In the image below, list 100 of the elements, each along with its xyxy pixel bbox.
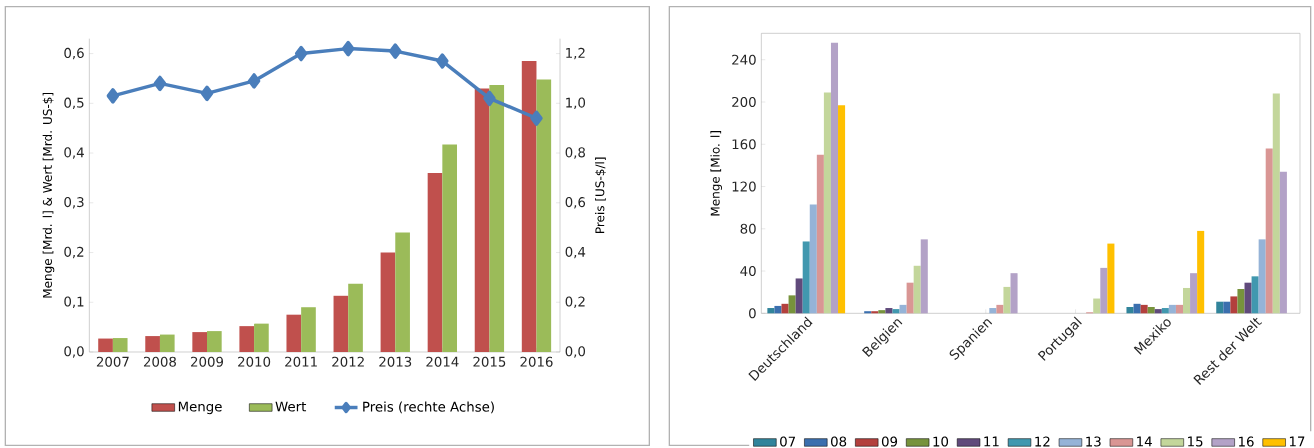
bar (1140, 304, 1148, 314)
bar (254, 323, 269, 352)
y2-axis-title: Preis [US-$/l] (595, 157, 606, 233)
legend-label: 09 (881, 436, 898, 447)
y-tick-label: 160 (732, 139, 756, 150)
bar (795, 278, 803, 314)
legend-label: 16 (1239, 436, 1254, 447)
y2-tick-label: 0,6 (565, 197, 586, 209)
legend-label: Preis (rechte Achse) (363, 401, 494, 414)
bar (1107, 243, 1115, 314)
point (106, 88, 120, 104)
bar (830, 42, 839, 314)
bar (380, 252, 396, 352)
x-tick-label: 2013 (379, 356, 412, 367)
bar (427, 172, 443, 352)
bar (1251, 276, 1259, 314)
bar (989, 308, 997, 314)
bar (333, 295, 349, 352)
y-tick-label: 0,1 (64, 296, 84, 308)
y-axis-title: Menge [Mrd. l] & Wert [Mrd. US-$] (42, 92, 55, 298)
point (483, 90, 496, 107)
bar (1279, 171, 1287, 314)
bar (885, 308, 893, 314)
y-tick-label: 0,3 (64, 197, 84, 209)
y-tick-label: 0,6 (64, 47, 84, 60)
legend-label: Menge (178, 401, 222, 415)
bar (1147, 306, 1155, 314)
legend-label: 15 (1188, 436, 1203, 447)
bar (1168, 304, 1176, 314)
x-tick-label: 2007 (96, 356, 129, 367)
bar (521, 61, 537, 352)
y2-tick-label: 0,2 (565, 296, 585, 308)
bar (1265, 148, 1273, 314)
bar (239, 326, 255, 352)
bar (1258, 239, 1266, 314)
y-tick-label: 80 (740, 223, 756, 234)
point (436, 53, 449, 69)
bar (1272, 93, 1280, 314)
bar (802, 241, 810, 314)
point (389, 43, 402, 59)
bar (1237, 289, 1245, 314)
y-tick-label: 120 (732, 181, 756, 192)
y2-tick-label: 0,8 (565, 147, 585, 159)
point (200, 85, 214, 102)
legend-label: 10 (933, 436, 949, 447)
bar (1175, 304, 1183, 314)
bar (906, 282, 914, 314)
legend-label: 11 (984, 436, 999, 447)
bar (878, 310, 886, 314)
bar (913, 265, 921, 314)
x-tick-label: 2014 (426, 356, 459, 367)
y-tick-label: 240 (732, 54, 756, 65)
bar (159, 334, 175, 352)
bar (348, 283, 363, 352)
bar (788, 295, 796, 314)
bar (1244, 282, 1252, 314)
bar (1133, 303, 1141, 314)
point (341, 40, 355, 57)
x-tick-label: 2010 (238, 356, 271, 367)
bar (145, 336, 160, 352)
legend-label: 07 (780, 436, 796, 447)
x-tick-label: 2008 (143, 356, 176, 367)
y-tick-label: 200 (732, 96, 756, 108)
x-tick-label: 2015 (473, 356, 506, 367)
x-tick-label: 2011 (285, 356, 317, 367)
bar (1230, 296, 1238, 314)
point (294, 45, 308, 62)
bar (871, 311, 879, 314)
y2-tick-label: 1,2 (566, 47, 585, 60)
bar (920, 239, 928, 314)
bar (781, 303, 789, 314)
bar (774, 305, 782, 314)
bar (809, 204, 817, 314)
y-axis-title: Menge [Mio. l] (710, 131, 723, 216)
y-tick-label: 0,4 (64, 147, 84, 159)
bar (1003, 286, 1011, 314)
y-tick-label: 40 (740, 266, 756, 277)
y2-tick-label: 0,4 (565, 246, 586, 259)
y2-tick-label: 0,0 (565, 346, 586, 358)
point (530, 110, 543, 126)
legend-label: 08 (831, 436, 847, 447)
bar (489, 84, 505, 352)
point (153, 75, 167, 92)
bar (98, 338, 113, 352)
bar (474, 88, 490, 352)
y-tick-label: 0,2 (64, 246, 84, 259)
bar (1223, 301, 1231, 314)
bar (1183, 287, 1191, 314)
bar (996, 304, 1004, 314)
legend-label: 12 (1035, 436, 1050, 447)
bar (823, 92, 831, 314)
y-tick-label: 0,0 (64, 346, 84, 358)
bar (112, 338, 128, 352)
y-tick-label: 0,5 (64, 97, 84, 110)
bar (864, 311, 872, 314)
bar (1093, 298, 1101, 314)
legend-label: 13 (1086, 436, 1101, 447)
bar (207, 331, 222, 352)
bar (838, 105, 846, 314)
bar (1161, 308, 1169, 314)
